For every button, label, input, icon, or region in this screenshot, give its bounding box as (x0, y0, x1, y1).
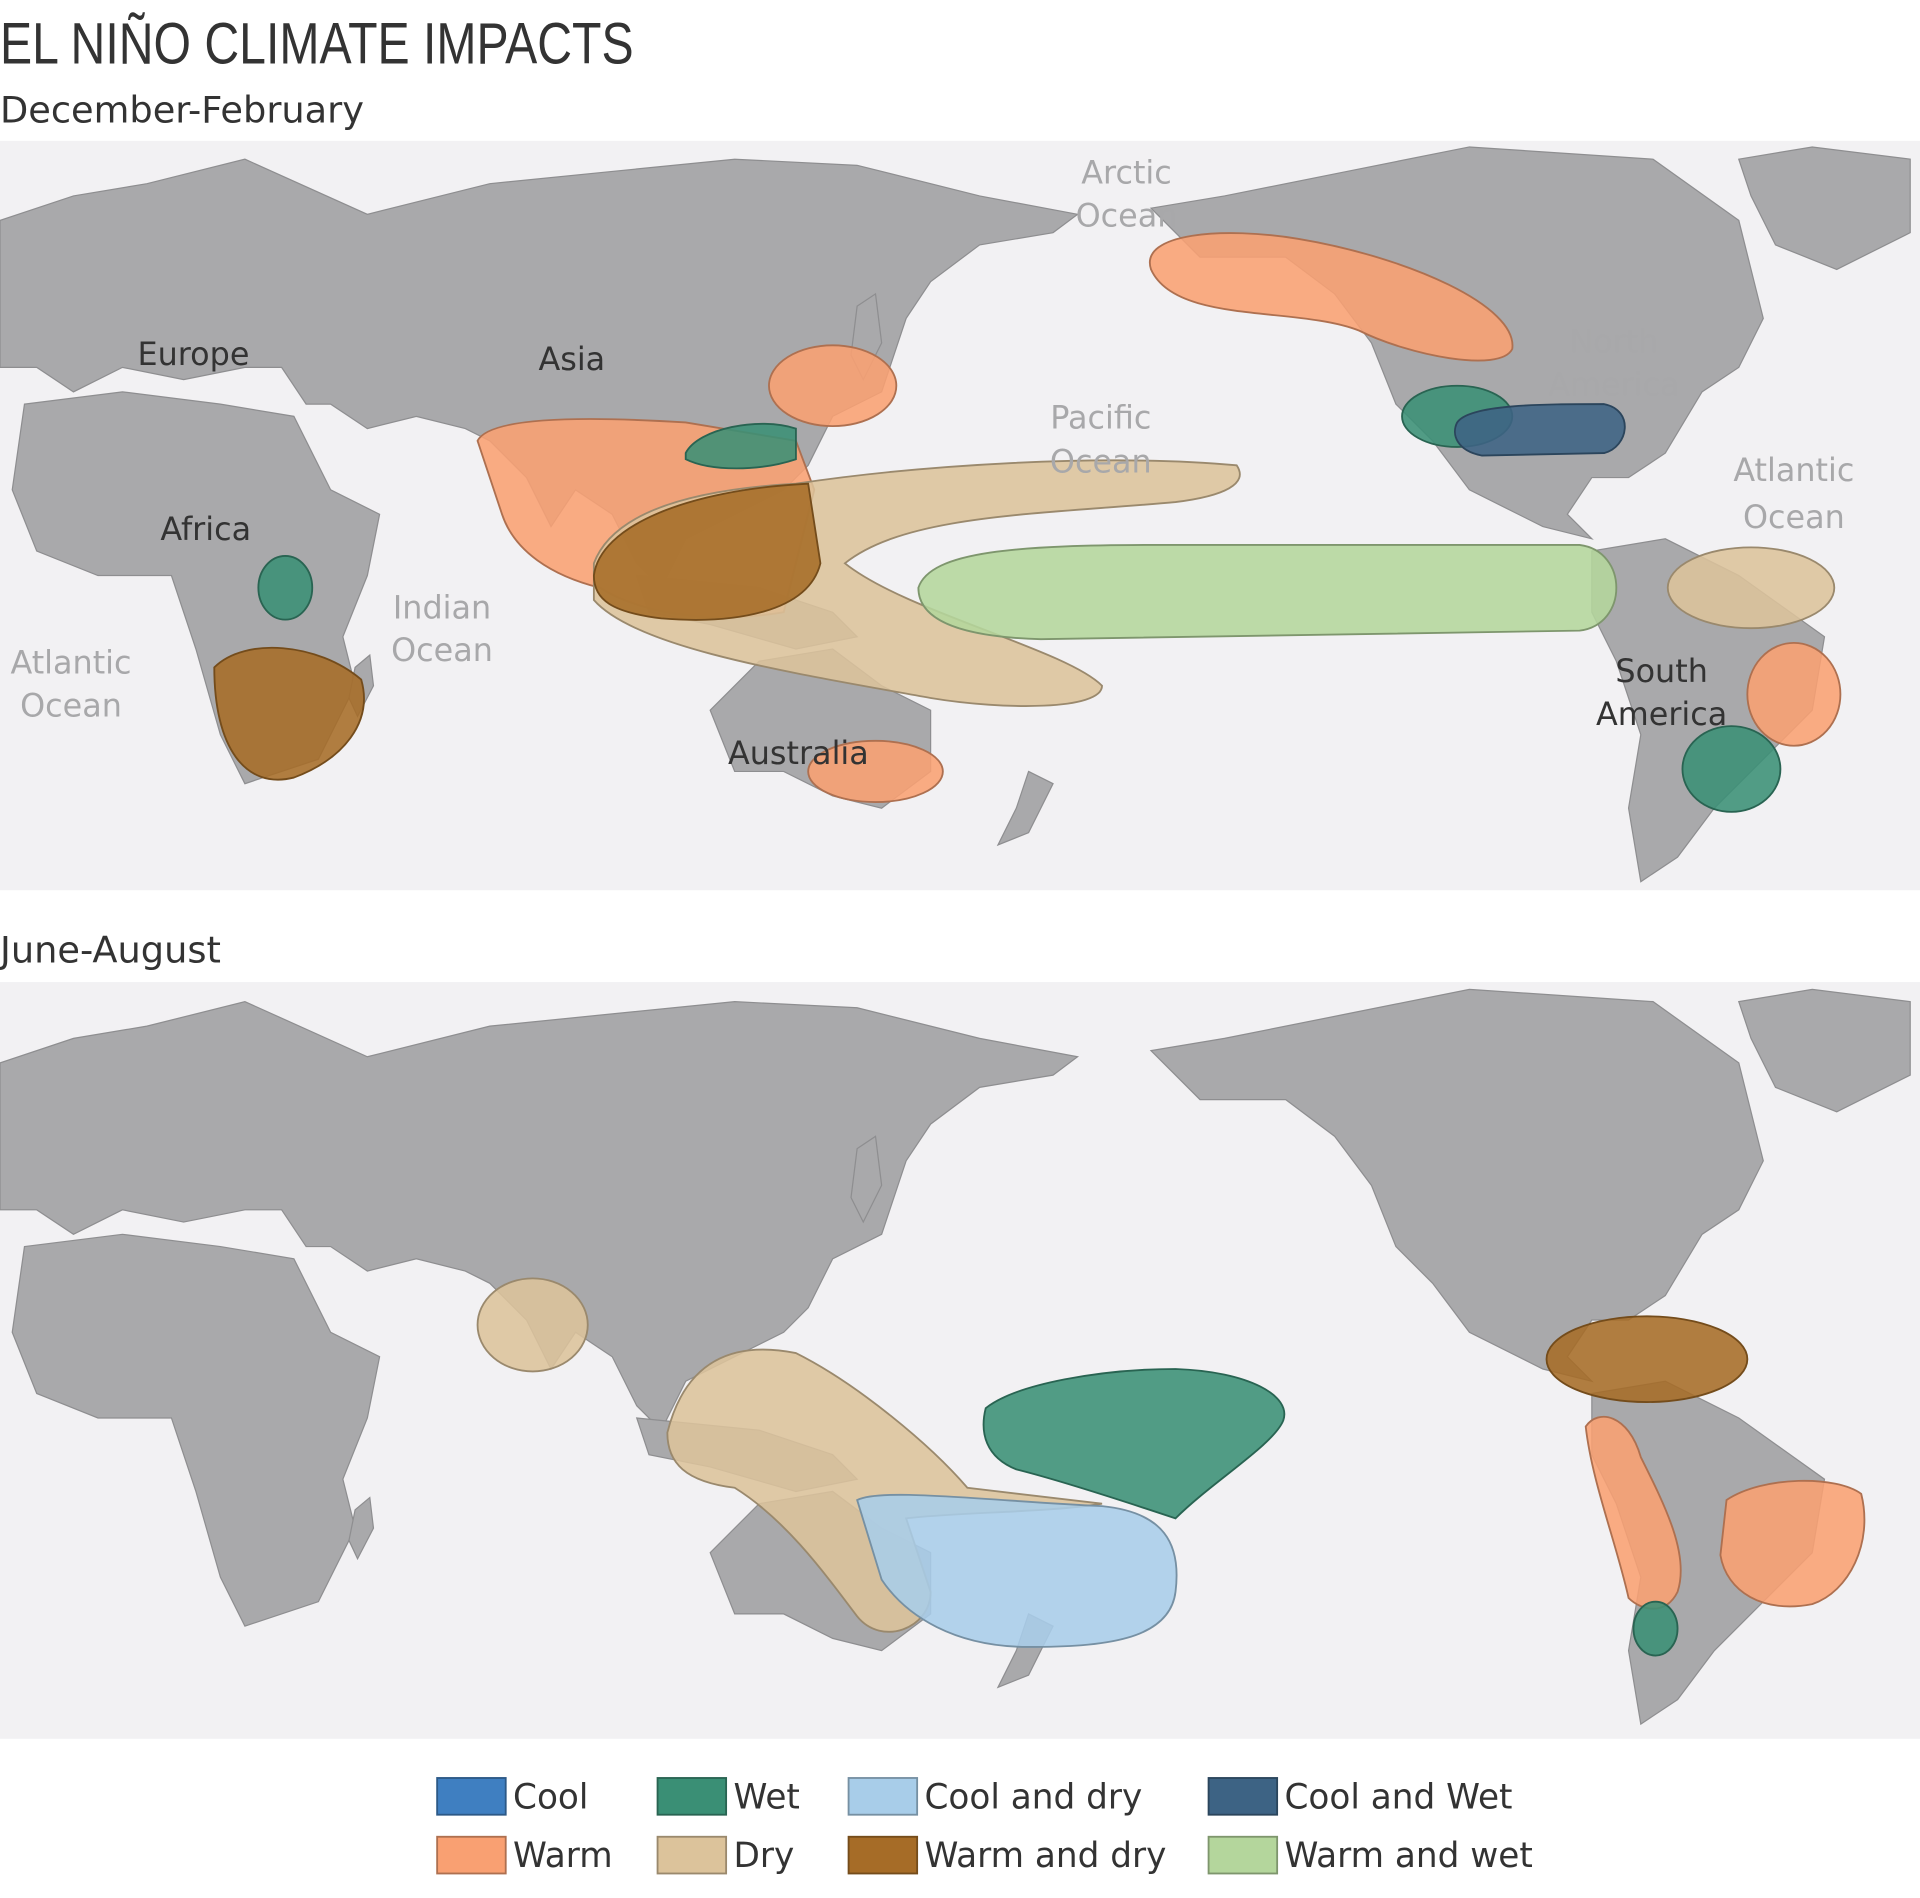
impact-region (1584, 1416, 1682, 1610)
legend-swatch (1207, 1835, 1279, 1875)
legend-label: Dry (733, 1836, 794, 1876)
map-label: Australia (728, 734, 869, 772)
legend-swatch (847, 1777, 919, 1816)
impact-region (1746, 641, 1842, 747)
legend: Cool Warm Wet Dry Cool and dry Warm and dry Co… (436, 1777, 1533, 1876)
map-label: Atlantic (1733, 451, 1854, 489)
impact-region (1148, 232, 1514, 362)
map-labels: Arctic Ocean Europe Asia Pacific Ocean N… (10, 154, 1854, 772)
impact-region (257, 555, 314, 621)
legend-label: Cool (513, 1777, 588, 1817)
map-label: Indian (393, 588, 491, 626)
legend-swatch (847, 1835, 919, 1875)
legend-swatch (656, 1777, 728, 1816)
impact-region (1719, 1479, 1866, 1608)
map-label: America (1596, 695, 1727, 733)
impact-region (684, 422, 797, 470)
map-label: Europe (138, 335, 250, 373)
map-label: Asia (538, 340, 605, 378)
map-label: Ocean (391, 631, 493, 669)
map-label: Atlantic (10, 643, 131, 681)
legend-swatch (1207, 1777, 1279, 1816)
impact-region (768, 344, 898, 428)
legend-label: Cool and dry (924, 1777, 1142, 1817)
impact-region (982, 1368, 1286, 1520)
impact-region (1545, 1315, 1749, 1403)
impact-region (592, 482, 822, 621)
impact-regions (476, 1277, 1866, 1657)
map-label: Pacific (1050, 399, 1151, 437)
impact-region (1666, 546, 1836, 630)
legend-label: Warm and dry (924, 1836, 1166, 1876)
panel-subtitle: June-August (0, 928, 221, 971)
map-label: North (1569, 323, 1658, 361)
map-label: Ocean (1743, 498, 1845, 536)
legend-label: Warm and wet (1284, 1836, 1532, 1876)
map-panel: Arctic Ocean Europe Asia Pacific Ocean N… (0, 140, 1920, 891)
map-panel (0, 982, 1920, 1739)
impact-regions (213, 232, 1842, 813)
panel-subtitle: December-February (0, 88, 364, 131)
title: EL NIÑO CLIMATE IMPACTS (0, 11, 634, 77)
legend-swatch (436, 1835, 507, 1875)
impact-region (1681, 725, 1782, 813)
legend-swatch (656, 1835, 728, 1875)
impact-region (1632, 1600, 1679, 1657)
impact-region (1454, 403, 1626, 457)
legend-label: Wet (733, 1777, 799, 1817)
impact-region (917, 544, 1618, 641)
map-label: Africa (160, 510, 251, 548)
impact-region (213, 646, 365, 781)
impact-region (856, 1493, 1178, 1648)
impact-region (476, 1277, 589, 1373)
legend-swatch (436, 1777, 507, 1816)
legend-label: Warm (513, 1836, 613, 1876)
map-label: Arctic (1081, 154, 1171, 192)
map-label: Ocean (1050, 443, 1152, 481)
map-label: Ocean (20, 686, 122, 724)
impact-region (807, 739, 944, 803)
legend-label: Cool and Wet (1284, 1777, 1512, 1817)
map-label: America (1548, 366, 1679, 404)
map-label: Ocean (1076, 197, 1178, 235)
map-label: South (1615, 652, 1708, 690)
